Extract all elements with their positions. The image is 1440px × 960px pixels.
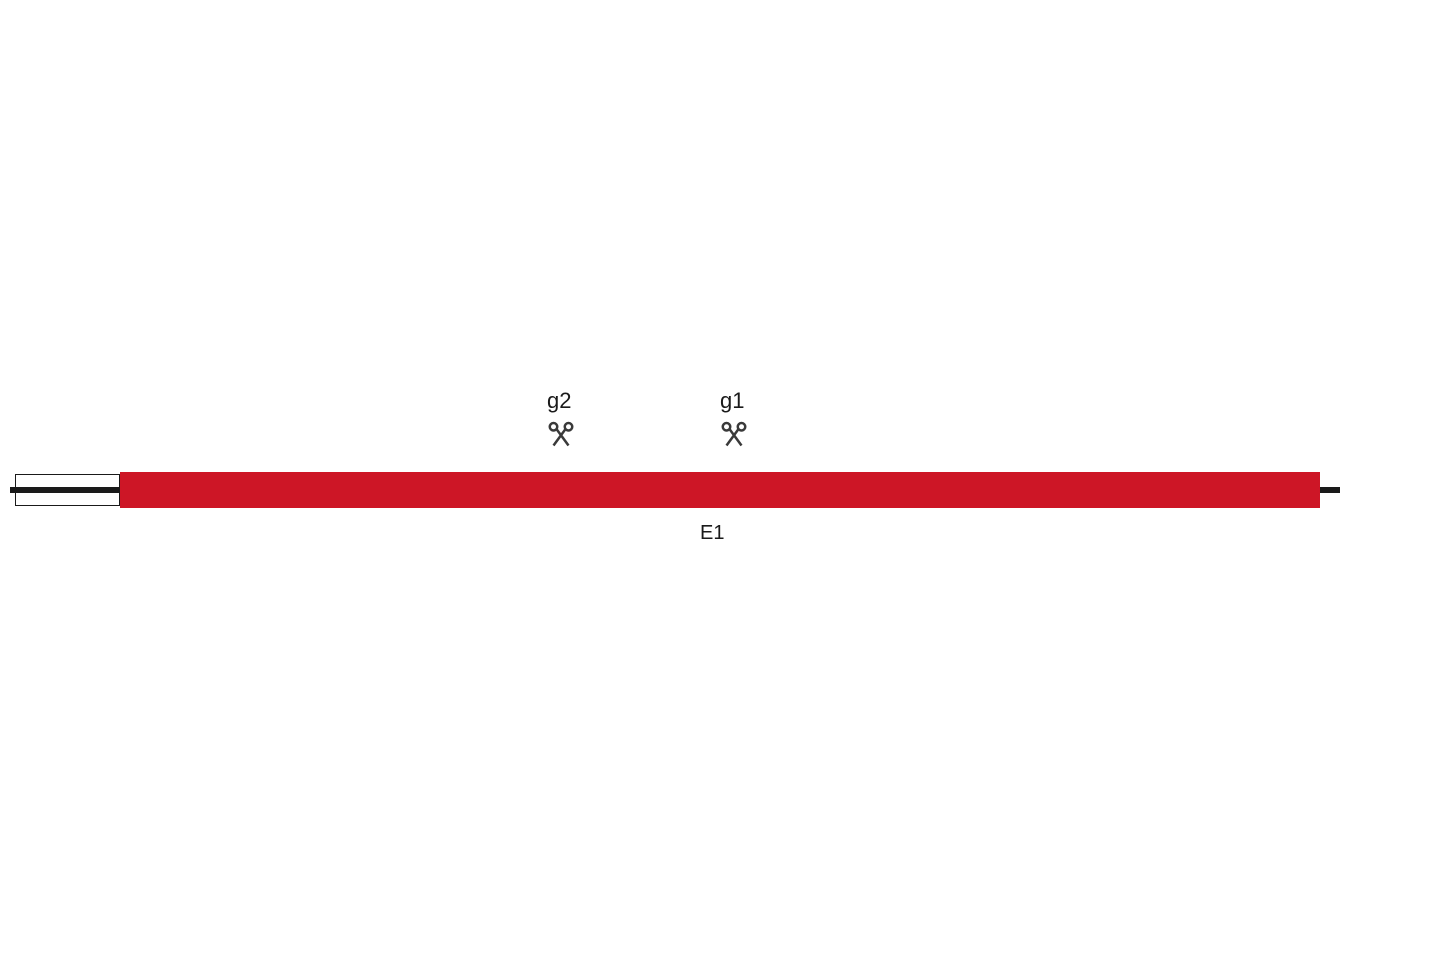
gene-diagram: E1 g2 g1 [0, 0, 1440, 960]
scissors-icon [546, 418, 576, 453]
track-backbone-right [1320, 487, 1340, 493]
cut-label-g1: g1 [720, 388, 744, 414]
exon-box [120, 472, 1320, 508]
utr-inner-line [16, 487, 119, 493]
scissors-icon [719, 418, 749, 453]
exon-label: E1 [700, 522, 724, 545]
cut-label-g2: g2 [547, 388, 571, 414]
